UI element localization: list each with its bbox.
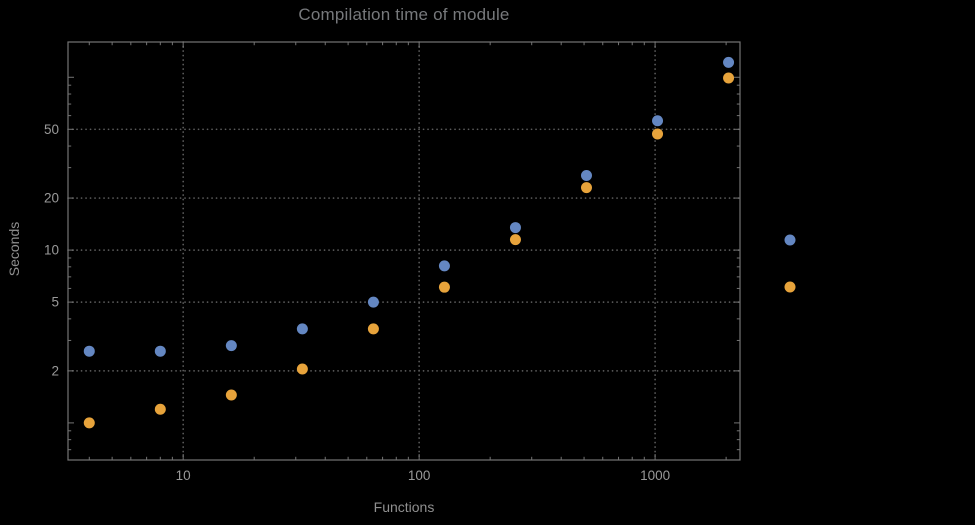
data-point-series-orange xyxy=(225,389,237,401)
legend-marker-series-orange xyxy=(784,281,796,293)
y-tick-label: 2 xyxy=(51,363,59,378)
data-point-series-blue xyxy=(367,296,379,308)
data-point-series-orange xyxy=(723,72,735,84)
data-point-series-orange xyxy=(296,363,308,375)
y-tick-label: 10 xyxy=(44,243,59,258)
data-point-series-orange xyxy=(652,128,664,140)
data-point-series-orange xyxy=(438,281,450,293)
data-point-series-blue xyxy=(509,222,521,234)
data-point-series-blue xyxy=(723,56,735,68)
data-point-series-blue xyxy=(225,340,237,352)
data-point-series-orange xyxy=(580,182,592,194)
data-point-series-orange xyxy=(154,403,166,415)
legend-marker-series-blue xyxy=(784,234,796,246)
y-axis-label: Seconds xyxy=(6,221,22,277)
plot-frame xyxy=(67,41,741,461)
x-tick-label: 1000 xyxy=(640,468,670,483)
chart-title: Compilation time of module xyxy=(298,5,510,24)
data-point-series-blue xyxy=(154,345,166,357)
data-point-series-blue xyxy=(83,345,95,357)
x-tick-label: 100 xyxy=(408,468,431,483)
data-point-series-blue xyxy=(652,115,664,127)
y-tick-label: 20 xyxy=(44,191,59,206)
data-point-series-blue xyxy=(296,323,308,335)
data-point-series-blue xyxy=(438,260,450,272)
data-point-series-blue xyxy=(580,170,592,182)
x-tick-label: 10 xyxy=(176,468,191,483)
data-point-series-orange xyxy=(509,234,521,246)
data-point-series-orange xyxy=(83,417,95,429)
y-tick-label: 5 xyxy=(51,295,59,310)
y-tick-label: 50 xyxy=(44,122,59,137)
x-axis-label: Functions xyxy=(373,499,435,515)
data-point-series-orange xyxy=(367,323,379,335)
